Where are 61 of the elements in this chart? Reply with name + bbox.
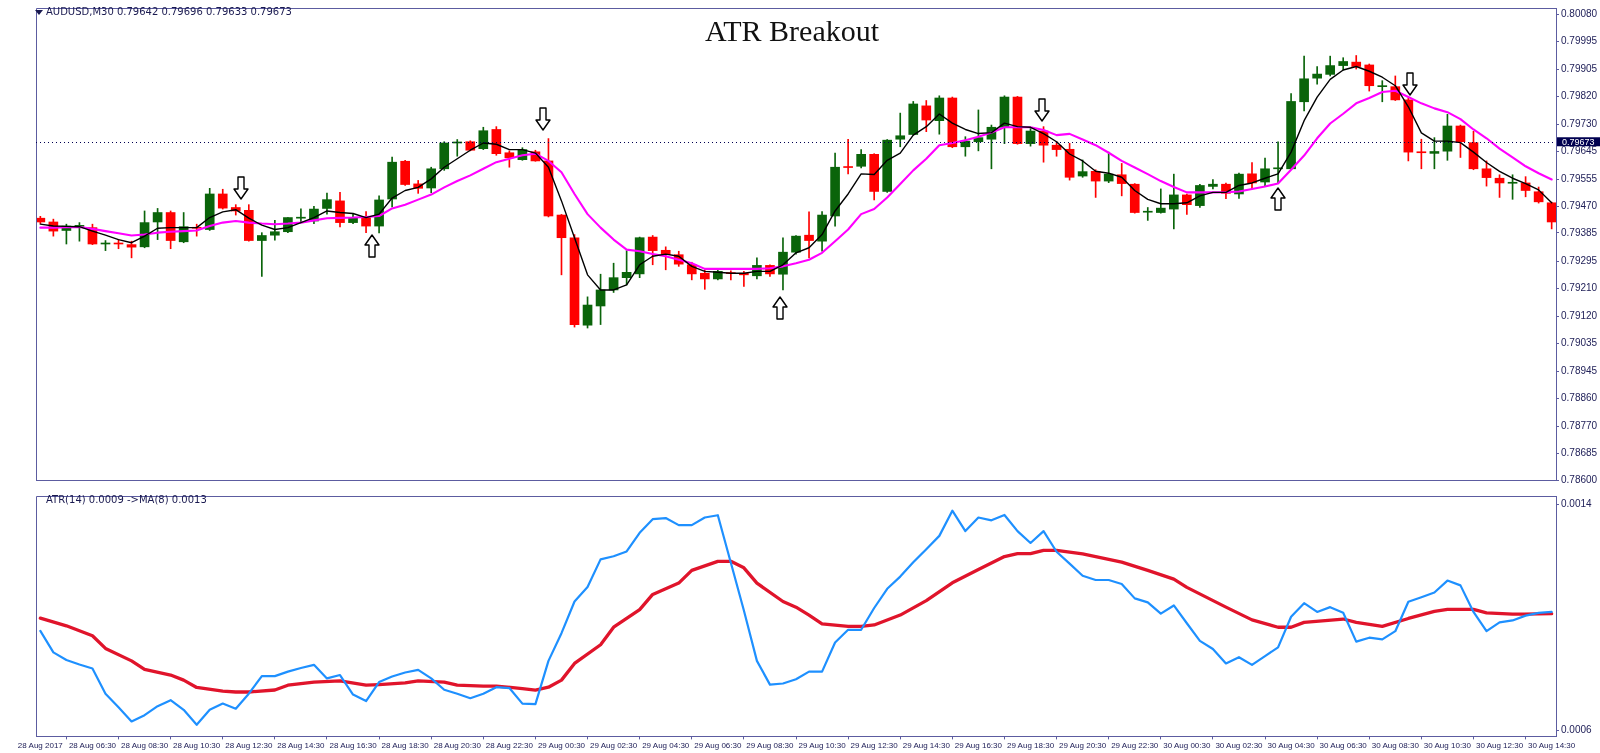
x-tick-label: 29 Aug 04:30 xyxy=(642,741,690,751)
y-tick-label: 0.79995 xyxy=(1561,34,1598,46)
ref-line-label: 0.79673 xyxy=(1562,136,1595,147)
y-tick-label: 0.0006 xyxy=(1561,724,1593,736)
x-tick-label: 29 Aug 08:30 xyxy=(746,741,795,751)
x-tick-label: 28 Aug 18:30 xyxy=(381,741,430,751)
x-tick-label: 28 Aug 10:30 xyxy=(173,741,221,751)
x-tick-label: 29 Aug 00:30 xyxy=(537,741,586,751)
y-tick-label: 0.79905 xyxy=(1561,63,1598,75)
chart-title: ATR Breakout xyxy=(704,14,880,48)
y-tick-label: 0.78945 xyxy=(1561,365,1598,377)
candlestick xyxy=(296,208,306,223)
x-tick-label: 30 Aug 04:30 xyxy=(1267,741,1316,751)
y-tick-label: 0.79210 xyxy=(1561,281,1598,293)
x-tick-label: 30 Aug 02:30 xyxy=(1215,741,1264,751)
candlestick xyxy=(257,232,267,277)
y-tick-label: 0.78600 xyxy=(1561,473,1598,485)
candlestick xyxy=(804,211,814,259)
y-tick-label: 0.79035 xyxy=(1561,336,1598,348)
x-tick-label: 28 Aug 2017 xyxy=(17,741,64,751)
x-tick-label: 29 Aug 18:30 xyxy=(1006,741,1055,751)
candlestick xyxy=(1377,80,1388,103)
annotation: ATR(14) 0.0009 ->MA(8) 0.0013 xyxy=(46,494,207,506)
candlestick xyxy=(843,138,853,175)
y-tick-label: 0.78685 xyxy=(1561,447,1598,458)
y-tick-label: 0.78860 xyxy=(1561,391,1598,403)
x-tick-label: 30 Aug 00:30 xyxy=(1163,741,1211,751)
x-tick-label: 29 Aug 10:30 xyxy=(798,741,847,751)
x-tick-label: 28 Aug 22:30 xyxy=(485,741,534,751)
candlestick xyxy=(895,112,906,148)
x-tick-label: 29 Aug 06:30 xyxy=(694,741,742,751)
y-tick-label: 0.79555 xyxy=(1561,173,1598,185)
y-tick-label: 0.79730 xyxy=(1561,118,1598,130)
x-tick-label: 29 Aug 22:30 xyxy=(1111,741,1159,751)
y-tick-label: 0.0014 xyxy=(1561,498,1593,510)
x-tick-label: 30 Aug 12:30 xyxy=(1475,741,1524,751)
x-tick-label: 29 Aug 12:30 xyxy=(850,741,899,751)
y-tick-label: 0.78770 xyxy=(1561,420,1598,432)
annotation: AUDUSD,M30 0.79642 0.79696 0.79633 0.79673 xyxy=(46,6,292,18)
x-tick-label: 29 Aug 16:30 xyxy=(954,741,1003,751)
x-tick-label: 29 Aug 14:30 xyxy=(902,741,951,751)
x-tick-label: 30 Aug 08:30 xyxy=(1371,741,1420,751)
x-tick-label: 28 Aug 20:30 xyxy=(433,741,482,751)
y-tick-label: 0.79120 xyxy=(1561,310,1598,322)
candlestick xyxy=(1142,207,1153,221)
y-tick-label: 0.79470 xyxy=(1561,199,1598,211)
y-tick-label: 0.79820 xyxy=(1561,89,1598,101)
x-tick-label: 28 Aug 06:30 xyxy=(68,741,117,751)
y-tick-label: 0.80080 xyxy=(1561,8,1598,20)
y-tick-label: 0.79295 xyxy=(1561,255,1598,267)
x-tick-label: 28 Aug 16:30 xyxy=(329,741,378,751)
x-tick-label: 30 Aug 06:30 xyxy=(1319,741,1368,751)
x-tick-label: 30 Aug 14:30 xyxy=(1528,741,1576,751)
y-tick-label: 0.79645 xyxy=(1561,144,1598,156)
x-tick-label: 28 Aug 12:30 xyxy=(225,741,273,751)
x-tick-label: 28 Aug 14:30 xyxy=(277,741,326,751)
x-tick-label: 29 Aug 20:30 xyxy=(1059,741,1107,751)
x-tick-label: 30 Aug 10:30 xyxy=(1423,741,1472,751)
y-tick-label: 0.79385 xyxy=(1561,226,1598,238)
x-tick-label: 28 Aug 08:30 xyxy=(120,741,169,751)
x-tick-label: 29 Aug 02:30 xyxy=(590,741,638,751)
